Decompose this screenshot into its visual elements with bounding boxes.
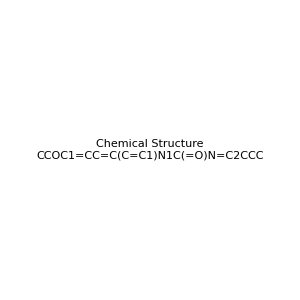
- Text: Chemical Structure
CCOC1=CC=C(C=C1)N1C(=O)N=C2CCC: Chemical Structure CCOC1=CC=C(C=C1)N1C(=…: [36, 139, 264, 161]
